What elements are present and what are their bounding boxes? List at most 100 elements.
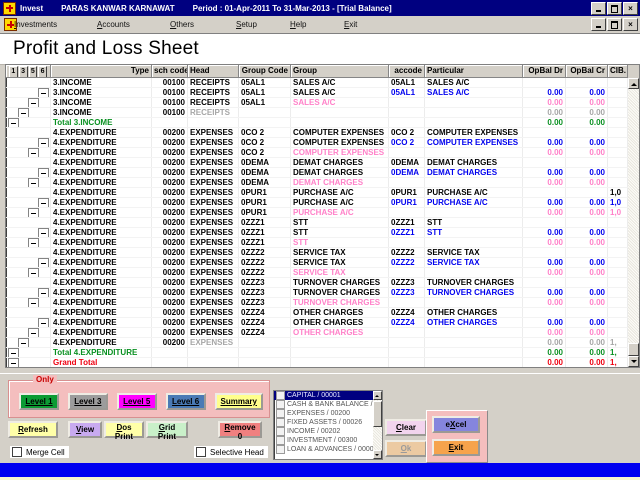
column-header-group[interactable]: Group xyxy=(291,65,389,78)
column-header-group-code[interactable]: Group Code xyxy=(239,65,291,78)
restore-icon[interactable] xyxy=(607,2,622,15)
menu-others[interactable]: Others xyxy=(170,20,195,29)
collapse-icon[interactable] xyxy=(8,118,19,127)
collapse-icon[interactable] xyxy=(28,148,39,157)
checkbox-icon[interactable] xyxy=(12,447,22,457)
column-header-head[interactable]: Head xyxy=(188,65,239,78)
list-item[interactable]: CASH & BANK BALANCE / xyxy=(274,400,382,409)
scroll-up-icon[interactable] xyxy=(628,78,639,89)
collapse-icon[interactable] xyxy=(18,338,29,347)
scroll-down-icon[interactable] xyxy=(628,356,639,367)
level-6-button[interactable]: Level 6 xyxy=(165,393,206,410)
checkbox-icon[interactable] xyxy=(276,391,285,400)
table-row[interactable]: 4.EXPENDITURE 00200 EXPENSES 0ZZZ3 TURNOVER … xyxy=(6,278,628,288)
level-5-button[interactable]: Level 5 xyxy=(116,393,157,410)
table-row[interactable]: 4.EXPENDITURE 00200 EXPENSES 0ZZZ4 OTHER CHA… xyxy=(6,318,628,328)
column-header-sch-code[interactable]: sch code xyxy=(152,65,188,78)
table-row[interactable]: 4.EXPENDITURE 00200 EXPENSES 0ZZZ1 STT 0ZZZ1 S… xyxy=(6,218,628,228)
table-row[interactable]: 3.INCOME 00100 RECEIPTS 05AL1 SALES A/C 0.00 0… xyxy=(6,98,628,108)
collapse-icon[interactable] xyxy=(28,268,39,277)
list-item[interactable]: CAPITAL / 00001 xyxy=(274,391,382,400)
table-row[interactable]: 4.EXPENDITURE 00200 EXPENSES 0DEMA DEMAT CHA… xyxy=(6,178,628,188)
refresh-button[interactable]: Refresh xyxy=(8,421,58,438)
collapse-icon[interactable] xyxy=(28,238,39,247)
grid-print-button[interactable]: Grid Print xyxy=(146,421,188,441)
table-row[interactable]: 4.EXPENDITURE 00200 EXPENSES 0DEMA DEMAT CHA… xyxy=(6,158,628,168)
column-header-particular[interactable]: Particular xyxy=(425,65,523,78)
level-5-button[interactable]: 5 xyxy=(28,66,38,77)
vertical-scrollbar[interactable] xyxy=(628,78,639,367)
listbox-scroll-up-icon[interactable] xyxy=(373,391,382,400)
child-restore-icon[interactable] xyxy=(607,18,622,31)
collapse-icon[interactable] xyxy=(28,208,39,217)
checkbox-icon[interactable] xyxy=(276,445,285,454)
selective-head-checkbox[interactable]: Selective Head xyxy=(194,446,268,458)
collapse-icon[interactable] xyxy=(8,358,19,367)
list-item[interactable]: LOAN & ADVANCES / 0000 xyxy=(274,445,382,454)
collapse-icon[interactable] xyxy=(38,288,49,297)
level-6-button[interactable]: 6 xyxy=(38,66,47,77)
menu-help[interactable]: Help xyxy=(290,20,307,29)
listbox-scrollbar-thumb[interactable] xyxy=(373,401,382,427)
checkbox-icon[interactable] xyxy=(276,418,285,427)
table-row[interactable]: 4.EXPENDITURE 00200 EXPENSES 0ZZZ1 STT 0ZZZ1 S… xyxy=(6,228,628,238)
close-icon[interactable]: × xyxy=(623,2,638,15)
head-listbox[interactable]: CAPITAL / 00001 CASH & BANK BALANCE / EXPE… xyxy=(273,390,383,460)
level-1-button[interactable]: 1 xyxy=(9,66,18,77)
table-row[interactable]: 4.EXPENDITURE 00200 EXPENSES 0ZZZ2 SERVICE T… xyxy=(6,248,628,258)
level-3-button[interactable]: Level 3 xyxy=(67,393,108,410)
table-row[interactable]: Total 3.INCOME 0.00 0.00 xyxy=(6,118,628,128)
checkbox-icon[interactable] xyxy=(276,427,285,436)
table-row[interactable]: 4.EXPENDITURE 00200 EXPENSES 0ZZZ1 STT 0.00 0.… xyxy=(6,238,628,248)
table-row[interactable]: 4.EXPENDITURE 00200 EXPENSES 0CO 2 COMPUTER … xyxy=(6,148,628,158)
collapse-icon[interactable] xyxy=(38,88,49,97)
listbox-scroll-down-icon[interactable] xyxy=(373,450,382,459)
list-item[interactable]: EXPENSES / 00200 xyxy=(274,409,382,418)
table-row[interactable]: Total 4.EXPENDITURE 0.00 0.00 1, xyxy=(6,348,628,358)
minimize-icon[interactable] xyxy=(591,2,606,15)
collapse-icon[interactable] xyxy=(38,258,49,267)
checkbox-icon[interactable] xyxy=(276,436,285,445)
collapse-icon[interactable] xyxy=(8,348,19,357)
table-row[interactable]: 4.EXPENDITURE 00200 EXPENSES 0ZZZ3 TURNOVER … xyxy=(6,288,628,298)
list-item[interactable]: INCOME / 00202 xyxy=(274,427,382,436)
table-row[interactable]: 4.EXPENDITURE 00200 EXPENSES 0ZZZ3 TURNOVER … xyxy=(6,298,628,308)
table-row[interactable]: 4.EXPENDITURE 00200 EXPENSES 0CO 2 COMPUTER … xyxy=(6,138,628,148)
remove-0-button[interactable]: Remove 0 xyxy=(218,421,262,441)
view-button[interactable]: View xyxy=(68,421,102,438)
ok-button[interactable]: Ok xyxy=(385,440,427,457)
table-row[interactable]: 3.INCOME 00100 RECEIPTS 0.00 0.00 xyxy=(6,108,628,118)
table-row[interactable]: 4.EXPENDITURE 00200 EXPENSES 0ZZZ2 SERVICE T… xyxy=(6,258,628,268)
collapse-icon[interactable] xyxy=(38,138,49,147)
menu-setup[interactable]: Setup xyxy=(236,20,257,29)
list-item[interactable]: FIXED ASSETS / 00026 xyxy=(274,418,382,427)
column-header-type[interactable]: Type xyxy=(51,65,152,78)
collapse-icon[interactable] xyxy=(38,168,49,177)
collapse-icon[interactable] xyxy=(28,178,39,187)
checkbox-icon[interactable] xyxy=(276,409,285,418)
table-row[interactable]: 3.INCOME 00100 RECEIPTS 05AL1 SALES A/C 05AL1… xyxy=(6,78,628,88)
dos-print-button[interactable]: Dos Print xyxy=(104,421,144,441)
excel-button[interactable]: eXcel xyxy=(432,416,480,433)
column-header-opbal-cr[interactable]: OpBal Cr xyxy=(566,65,608,78)
collapse-icon[interactable] xyxy=(38,318,49,327)
table-row[interactable]: 4.EXPENDITURE 00200 EXPENSES 0PUR1 PURCHASE … xyxy=(6,208,628,218)
checkbox-icon[interactable] xyxy=(196,447,206,457)
table-row[interactable]: 4.EXPENDITURE 00200 EXPENSES 0PUR1 PURCHASE … xyxy=(6,198,628,208)
child-minimize-icon[interactable] xyxy=(591,18,606,31)
menu-accounts[interactable]: Accounts xyxy=(97,20,130,29)
collapse-icon[interactable] xyxy=(28,298,39,307)
summary-button[interactable]: Summary xyxy=(214,393,263,410)
collapse-icon[interactable] xyxy=(38,228,49,237)
column-header-opbal-dr[interactable]: OpBal Dr xyxy=(523,65,566,78)
table-row[interactable]: Grand Total 0.00 0.00 1, xyxy=(6,358,628,367)
list-item[interactable]: INVESTMENT / 00300 xyxy=(274,436,382,445)
table-row[interactable]: 4.EXPENDITURE 00200 EXPENSES 0ZZZ4 OTHER CHA… xyxy=(6,328,628,338)
menu-exit[interactable]: Exit xyxy=(344,20,358,29)
column-header-accode[interactable]: accode xyxy=(389,65,425,78)
collapse-icon[interactable] xyxy=(18,108,29,117)
table-row[interactable]: 4.EXPENDITURE 00200 EXPENSES 0PUR1 PURCHASE … xyxy=(6,188,628,198)
checkbox-icon[interactable] xyxy=(276,400,285,409)
scrollbar-thumb[interactable] xyxy=(628,343,639,356)
table-row[interactable]: 4.EXPENDITURE 00200 EXPENSES 0ZZZ2 SERVICE T… xyxy=(6,268,628,278)
